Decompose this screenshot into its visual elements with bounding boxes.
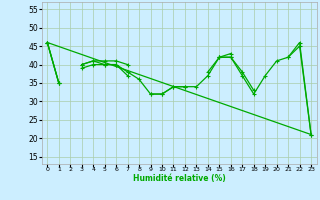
X-axis label: Humidité relative (%): Humidité relative (%) (133, 174, 226, 183)
